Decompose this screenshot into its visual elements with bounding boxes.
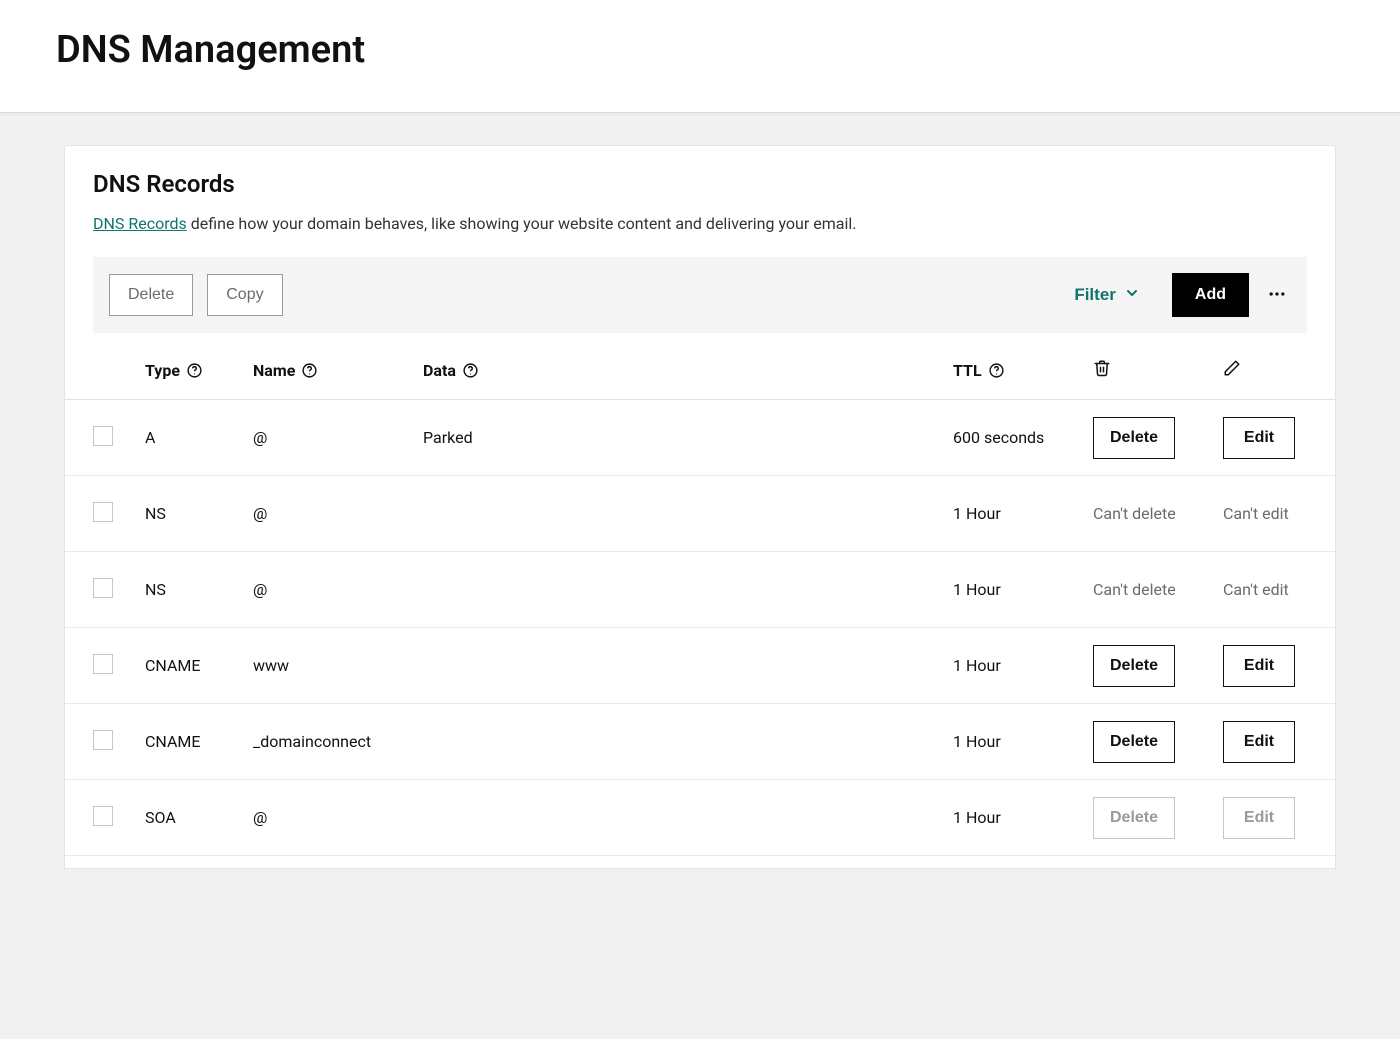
- cell-type: CNAME: [137, 628, 245, 704]
- row-checkbox[interactable]: [93, 502, 113, 522]
- row-checkbox[interactable]: [93, 730, 113, 750]
- cant-edit-label: Can't edit: [1223, 504, 1289, 523]
- cant-delete-label: Can't delete: [1093, 580, 1176, 599]
- col-ttl-label: TTL: [953, 361, 982, 380]
- row-checkbox[interactable]: [93, 806, 113, 826]
- delete-button: Delete: [1093, 797, 1175, 839]
- edit-button[interactable]: Edit: [1223, 645, 1295, 687]
- pencil-icon: [1223, 362, 1241, 381]
- page-title: DNS Management: [56, 28, 1344, 72]
- delete-button[interactable]: Delete: [1093, 721, 1175, 763]
- row-checkbox[interactable]: [93, 654, 113, 674]
- cell-name: @: [245, 552, 415, 628]
- more-actions-button[interactable]: [1263, 280, 1291, 311]
- delete-selected-button[interactable]: Delete: [109, 274, 193, 316]
- section-desc-text: define how your domain behaves, like sho…: [187, 214, 857, 233]
- cant-edit-label: Can't edit: [1223, 580, 1289, 599]
- cell-name: @: [245, 780, 415, 856]
- cell-data: [415, 552, 945, 628]
- help-icon[interactable]: [186, 362, 203, 379]
- help-icon[interactable]: [988, 362, 1005, 379]
- section-title: DNS Records: [65, 170, 1335, 198]
- cell-type: NS: [137, 552, 245, 628]
- page-header: DNS Management: [0, 0, 1400, 113]
- cell-name: @: [245, 400, 415, 476]
- delete-button[interactable]: Delete: [1093, 417, 1175, 459]
- filter-label: Filter: [1074, 285, 1116, 305]
- more-horizontal-icon: [1267, 284, 1287, 307]
- cell-name: www: [245, 628, 415, 704]
- col-type-label: Type: [145, 361, 180, 380]
- table-row: SOA@1 HourDelete Edit: [65, 780, 1335, 856]
- filter-button[interactable]: Filter: [1060, 285, 1154, 306]
- cell-data: [415, 704, 945, 780]
- col-data-label: Data: [423, 361, 456, 380]
- edit-button[interactable]: Edit: [1223, 417, 1295, 459]
- add-button[interactable]: Add: [1172, 273, 1249, 317]
- cell-ttl: 1 Hour: [945, 552, 1085, 628]
- table-row: CNAME_domainconnect 1 HourDelete Edit: [65, 704, 1335, 780]
- cell-type: CNAME: [137, 704, 245, 780]
- cell-type: A: [137, 400, 245, 476]
- cell-type: SOA: [137, 780, 245, 856]
- table-row: CNAMEwww 1 HourDelete Edit: [65, 628, 1335, 704]
- section-desc: DNS Records define how your domain behav…: [65, 214, 1335, 233]
- dns-records-card: DNS Records DNS Records define how your …: [64, 145, 1336, 869]
- cell-ttl: 600 seconds: [945, 400, 1085, 476]
- row-checkbox[interactable]: [93, 426, 113, 446]
- cell-ttl: 1 Hour: [945, 704, 1085, 780]
- cell-type: NS: [137, 476, 245, 552]
- copy-selected-button[interactable]: Copy: [207, 274, 282, 316]
- chevron-down-icon: [1124, 285, 1140, 306]
- cell-data: [415, 780, 945, 856]
- cell-ttl: 1 Hour: [945, 476, 1085, 552]
- help-icon[interactable]: [462, 362, 479, 379]
- cell-ttl: 1 Hour: [945, 628, 1085, 704]
- toolbar: Delete Copy Filter Add: [93, 257, 1307, 333]
- cell-data: [415, 628, 945, 704]
- content-wrap: DNS Records DNS Records define how your …: [0, 113, 1400, 909]
- dns-records-table: Type Name: [65, 333, 1335, 856]
- cell-ttl: 1 Hour: [945, 780, 1085, 856]
- cant-delete-label: Can't delete: [1093, 504, 1176, 523]
- cell-name: _domainconnect: [245, 704, 415, 780]
- edit-button[interactable]: Edit: [1223, 721, 1295, 763]
- dns-records-link[interactable]: DNS Records: [93, 214, 187, 233]
- col-name-label: Name: [253, 361, 295, 380]
- row-checkbox[interactable]: [93, 578, 113, 598]
- cell-name: @: [245, 476, 415, 552]
- table-row: A@Parked600 secondsDelete Edit: [65, 400, 1335, 476]
- delete-button[interactable]: Delete: [1093, 645, 1175, 687]
- edit-button: Edit: [1223, 797, 1295, 839]
- cell-data: [415, 476, 945, 552]
- cell-data: Parked: [415, 400, 945, 476]
- table-row: NS@1 Hour Can't delete Can't edit: [65, 476, 1335, 552]
- trash-icon: [1093, 362, 1111, 381]
- table-header-row: Type Name: [65, 333, 1335, 400]
- table-row: NS@1 Hour Can't delete Can't edit: [65, 552, 1335, 628]
- help-icon[interactable]: [301, 362, 318, 379]
